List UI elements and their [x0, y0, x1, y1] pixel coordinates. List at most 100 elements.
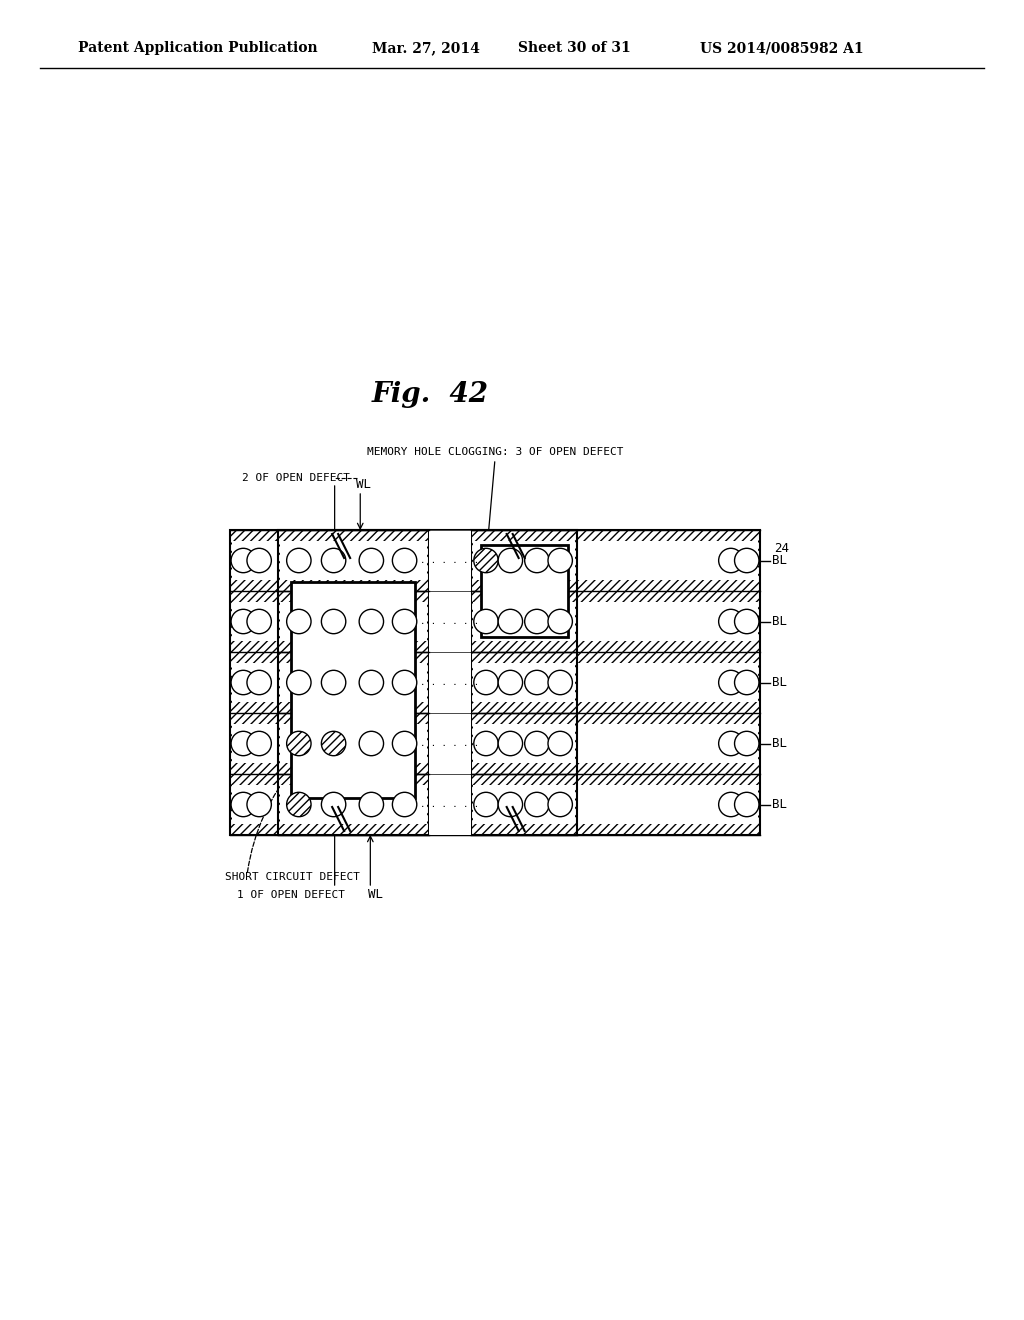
Text: . . . . . .: . . . . . .	[421, 616, 479, 626]
Circle shape	[287, 610, 311, 634]
Bar	[482, 548, 565, 635]
Circle shape	[287, 731, 311, 755]
Circle shape	[392, 792, 417, 817]
Bar	[429, 785, 471, 824]
Bar	[429, 531, 471, 836]
Circle shape	[392, 610, 417, 634]
Circle shape	[231, 792, 255, 817]
Circle shape	[734, 548, 759, 573]
Text: MEMORY HOLE CLOGGING: 3 OF OPEN DEFECT: MEMORY HOLE CLOGGING: 3 OF OPEN DEFECT	[367, 447, 624, 457]
Circle shape	[498, 610, 522, 634]
Bar	[429, 723, 471, 763]
Circle shape	[247, 792, 271, 817]
Bar	[429, 663, 471, 702]
Circle shape	[548, 792, 572, 817]
Bar	[232, 541, 758, 579]
Circle shape	[247, 548, 271, 573]
Text: Fig.  42: Fig. 42	[372, 381, 488, 408]
Text: . . . . . .: . . . . . .	[421, 739, 479, 748]
Circle shape	[322, 792, 346, 817]
Circle shape	[359, 671, 384, 694]
Circle shape	[719, 792, 743, 817]
Circle shape	[719, 731, 743, 755]
Circle shape	[524, 671, 549, 694]
Circle shape	[474, 548, 499, 573]
Circle shape	[287, 671, 311, 694]
Circle shape	[548, 548, 572, 573]
Circle shape	[524, 548, 549, 573]
Circle shape	[231, 671, 255, 694]
Bar	[429, 602, 471, 642]
Circle shape	[287, 548, 311, 573]
Text: BL: BL	[772, 554, 787, 568]
Bar	[473, 663, 575, 702]
Circle shape	[734, 671, 759, 694]
Bar	[232, 723, 758, 763]
Circle shape	[734, 792, 759, 817]
Circle shape	[474, 671, 499, 694]
Circle shape	[322, 610, 346, 634]
Bar	[473, 785, 575, 824]
Text: . . . . . .: . . . . . .	[421, 800, 479, 809]
Circle shape	[322, 548, 346, 573]
Circle shape	[719, 671, 743, 694]
Circle shape	[719, 548, 743, 573]
Text: BL: BL	[772, 737, 787, 750]
Bar	[232, 785, 758, 824]
Circle shape	[231, 548, 255, 573]
Text: BL: BL	[772, 799, 787, 810]
Bar	[473, 602, 575, 642]
Circle shape	[474, 731, 499, 755]
Circle shape	[524, 792, 549, 817]
Bar	[473, 541, 575, 579]
Text: WL: WL	[369, 888, 383, 902]
Circle shape	[734, 610, 759, 634]
Bar	[280, 663, 427, 702]
Text: Sheet 30 of 31: Sheet 30 of 31	[518, 41, 631, 55]
Bar	[280, 541, 427, 579]
Circle shape	[474, 792, 499, 817]
Bar	[280, 723, 427, 763]
Circle shape	[392, 671, 417, 694]
Circle shape	[524, 731, 549, 755]
Text: BL: BL	[772, 615, 787, 628]
Circle shape	[498, 792, 522, 817]
Text: 1 OF OPEN DEFECT: 1 OF OPEN DEFECT	[237, 890, 345, 900]
Bar	[429, 541, 471, 579]
Circle shape	[247, 610, 271, 634]
Circle shape	[231, 610, 255, 634]
Circle shape	[359, 610, 384, 634]
Circle shape	[231, 731, 255, 755]
Text: 24: 24	[774, 541, 790, 554]
Bar	[232, 663, 758, 702]
Circle shape	[247, 731, 271, 755]
Text: Mar. 27, 2014: Mar. 27, 2014	[372, 41, 480, 55]
Circle shape	[322, 731, 346, 755]
Circle shape	[734, 731, 759, 755]
Text: SHORT CIRCUIT DEFECT: SHORT CIRCUIT DEFECT	[225, 873, 360, 882]
Text: WL: WL	[356, 478, 372, 491]
Text: Patent Application Publication: Patent Application Publication	[78, 41, 317, 55]
Circle shape	[287, 792, 311, 817]
Text: US 2014/0085982 A1: US 2014/0085982 A1	[700, 41, 863, 55]
Circle shape	[719, 610, 743, 634]
Circle shape	[359, 548, 384, 573]
Text: . . . . . .: . . . . . .	[421, 556, 479, 565]
Bar	[278, 531, 429, 836]
Bar	[471, 531, 578, 836]
Circle shape	[498, 671, 522, 694]
Circle shape	[548, 610, 572, 634]
Circle shape	[498, 548, 522, 573]
Circle shape	[359, 792, 384, 817]
Bar	[280, 602, 427, 642]
Circle shape	[359, 731, 384, 755]
Bar	[230, 531, 760, 836]
Bar	[232, 602, 758, 642]
Bar	[473, 723, 575, 763]
Text: . . . . . .: . . . . . .	[421, 678, 479, 686]
Bar	[291, 582, 415, 799]
Circle shape	[548, 671, 572, 694]
Circle shape	[474, 610, 499, 634]
Circle shape	[498, 731, 522, 755]
Text: 2 OF OPEN DEFECT: 2 OF OPEN DEFECT	[242, 473, 350, 483]
